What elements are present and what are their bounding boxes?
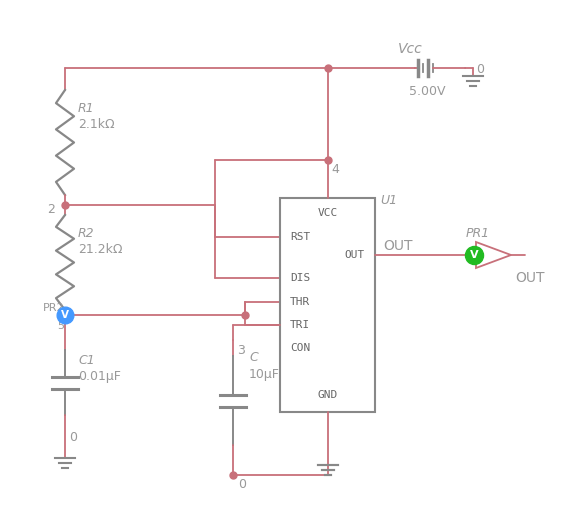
Text: V: V — [470, 250, 478, 260]
Text: PR1: PR1 — [466, 227, 490, 240]
Text: 5.00V: 5.00V — [409, 85, 445, 98]
Text: 5: 5 — [57, 321, 64, 331]
Text: 0: 0 — [476, 63, 484, 76]
Polygon shape — [476, 242, 511, 268]
Bar — [280, 198, 375, 412]
Text: 0: 0 — [238, 478, 246, 491]
Text: PR2: PR2 — [43, 303, 65, 313]
Text: TRI: TRI — [290, 320, 310, 330]
Text: C: C — [249, 351, 258, 364]
Text: Vcc: Vcc — [398, 42, 422, 56]
Text: U1: U1 — [380, 194, 397, 207]
Text: 4: 4 — [332, 163, 339, 176]
Text: THR: THR — [290, 297, 310, 307]
Text: 3: 3 — [237, 344, 245, 357]
Text: R2: R2 — [78, 227, 95, 240]
Text: 21.2kΩ: 21.2kΩ — [78, 243, 123, 256]
Text: OUT: OUT — [383, 239, 413, 253]
Text: OUT: OUT — [345, 250, 365, 260]
Text: OUT: OUT — [515, 271, 544, 285]
Text: 10μF: 10μF — [249, 368, 280, 381]
Text: V: V — [61, 310, 69, 320]
Text: 0.01μF: 0.01μF — [78, 370, 121, 383]
Text: CON: CON — [290, 343, 310, 353]
Text: VCC: VCC — [317, 208, 337, 218]
Text: 2.1kΩ: 2.1kΩ — [78, 118, 115, 131]
Text: DIS: DIS — [290, 273, 310, 283]
Text: R1: R1 — [78, 102, 95, 115]
Text: C1: C1 — [78, 354, 95, 367]
Text: 2: 2 — [47, 203, 55, 216]
Text: RST: RST — [290, 232, 310, 242]
Text: GND: GND — [317, 390, 337, 400]
Text: 0: 0 — [69, 431, 77, 444]
